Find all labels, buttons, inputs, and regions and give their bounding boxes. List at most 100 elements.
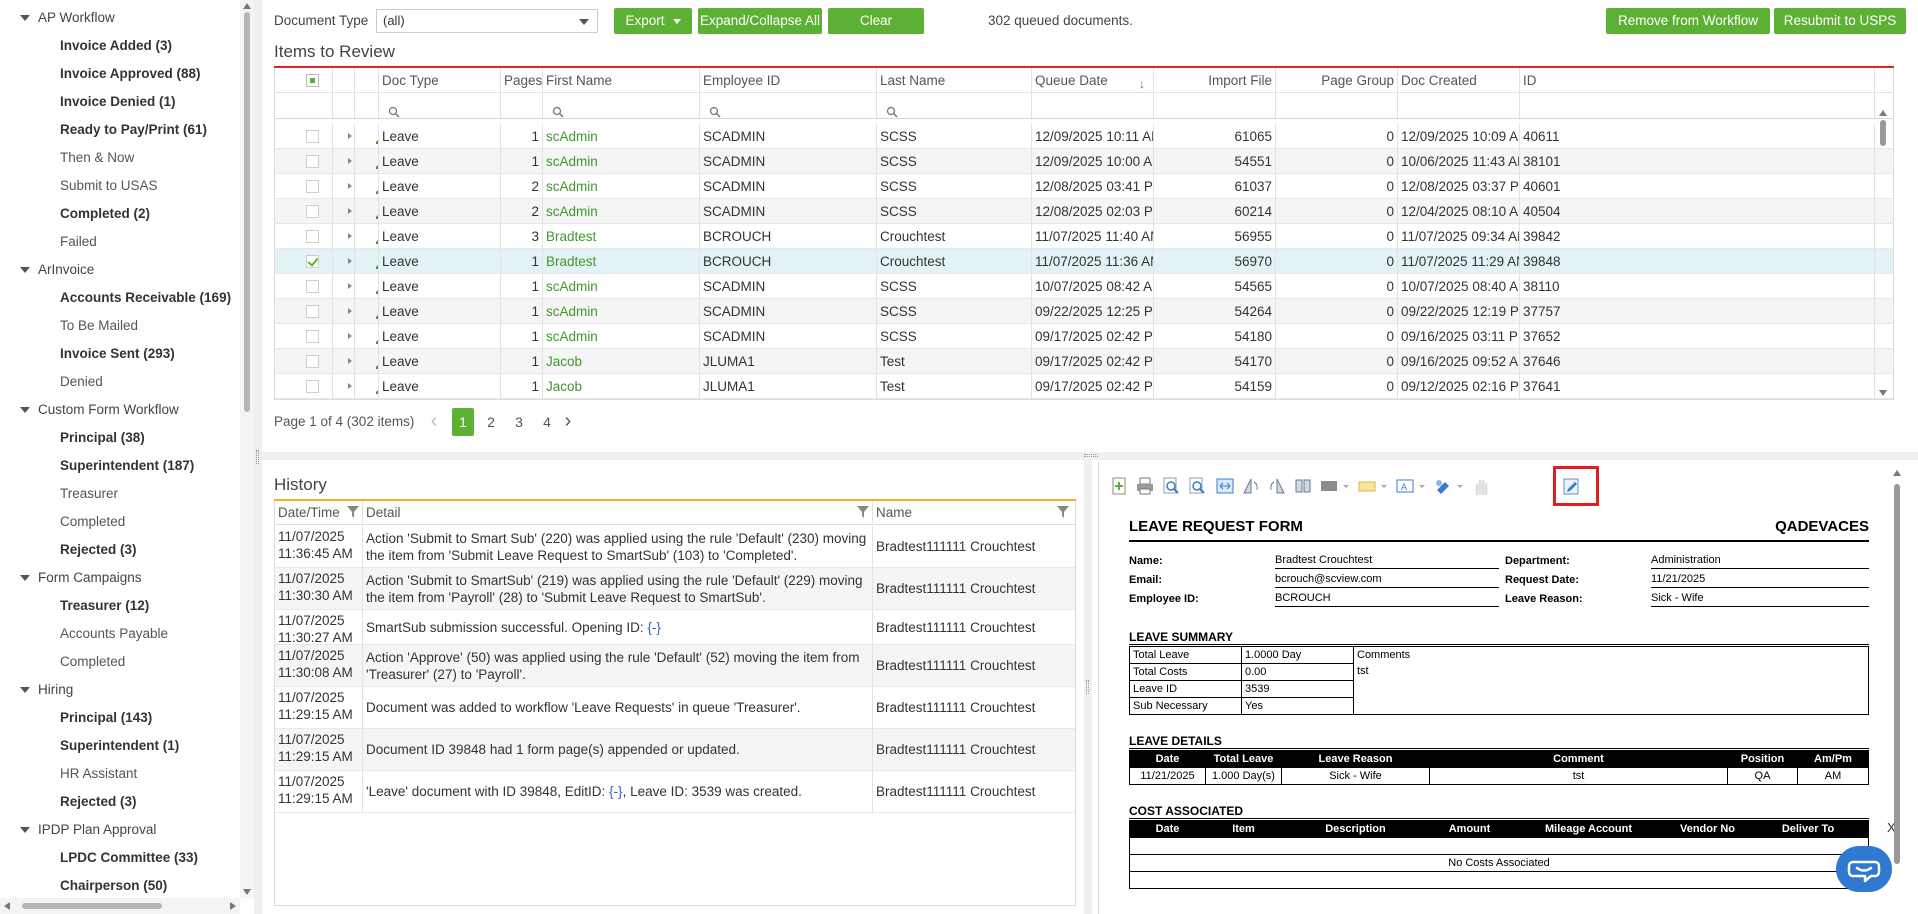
zoom-in-icon[interactable]: [1161, 476, 1181, 496]
row-control-cell[interactable]: [355, 224, 379, 249]
tree-queue-item[interactable]: To Be Mailed: [60, 318, 139, 333]
scroll-thumb[interactable]: [22, 903, 162, 909]
collapse-caret-icon[interactable]: [20, 407, 30, 413]
row-control-cell[interactable]: [333, 299, 355, 324]
document-type-select[interactable]: (all): [376, 9, 598, 33]
row-control-cell[interactable]: [275, 374, 333, 399]
row-control-cell[interactable]: [333, 374, 355, 399]
expand-row-icon[interactable]: [348, 308, 352, 314]
edit-form-icon[interactable]: [1561, 476, 1581, 496]
sidebar-vertical-scrollbar[interactable]: [240, 0, 254, 898]
select-all-checkbox[interactable]: [306, 74, 319, 87]
dropdown-caret-icon[interactable]: [1379, 476, 1389, 496]
column-header-pages[interactable]: Pages: [501, 68, 543, 94]
tree-queue-item[interactable]: Then & Now: [60, 150, 135, 165]
scroll-up-icon[interactable]: [1893, 470, 1901, 476]
history-detail-link[interactable]: {-}: [609, 784, 623, 799]
dropdown-caret-icon[interactable]: [1455, 476, 1465, 496]
column-header-first-name[interactable]: First Name: [543, 68, 700, 94]
column-header-employee-id[interactable]: Employee ID: [700, 68, 877, 94]
search-icon[interactable]: [886, 101, 898, 118]
column-header-doc-created[interactable]: Doc Created: [1398, 68, 1520, 94]
collapse-caret-icon[interactable]: [20, 267, 30, 273]
table-row[interactable]: Leave 1 scAdmin SCADMIN SCSS 09/17/2025 02:42…: [275, 324, 1893, 349]
fit-page-icon[interactable]: [1215, 476, 1235, 496]
row-control-cell[interactable]: [275, 274, 333, 299]
add-page-icon[interactable]: [1109, 476, 1129, 496]
edit-pencil-icon[interactable]: [374, 254, 378, 269]
expand-row-icon[interactable]: [348, 208, 352, 214]
row-control-cell[interactable]: [275, 299, 333, 324]
zoom-out-icon[interactable]: [1187, 476, 1207, 496]
row-checkbox[interactable]: [306, 255, 319, 268]
scroll-down-icon[interactable]: [243, 889, 251, 895]
grid-vertical-scrollbar[interactable]: [1875, 108, 1891, 398]
scroll-up-icon[interactable]: [243, 3, 251, 9]
tree-queue-item[interactable]: Principal (143): [60, 710, 153, 725]
scroll-thumb[interactable]: [1880, 120, 1886, 146]
row-control-cell[interactable]: [333, 274, 355, 299]
row-control-cell[interactable]: [333, 349, 355, 374]
filter-cell[interactable]: [877, 94, 1032, 120]
row-control-cell[interactable]: [333, 149, 355, 174]
export-button[interactable]: Export: [614, 8, 692, 34]
tree-queue-item[interactable]: Completed: [60, 514, 126, 529]
tree-queue-item[interactable]: Superintendent (1): [60, 738, 180, 753]
scroll-thumb[interactable]: [1894, 484, 1900, 864]
column-header-id[interactable]: ID: [1520, 68, 1875, 94]
expand-row-icon[interactable]: [348, 183, 352, 189]
text-annotation-icon[interactable]: A: [1395, 476, 1415, 496]
row-control-cell[interactable]: [355, 149, 379, 174]
row-control-cell[interactable]: [355, 199, 379, 224]
row-control-cell[interactable]: [355, 274, 379, 299]
dropdown-caret-icon[interactable]: [1341, 476, 1351, 496]
table-row[interactable]: Leave 2 scAdmin SCADMIN SCSS 12/08/2025 03:41…: [275, 174, 1893, 199]
row-checkbox[interactable]: [306, 380, 319, 393]
expand-row-icon[interactable]: [348, 358, 352, 364]
scroll-left-icon[interactable]: [4, 902, 10, 910]
tree-queue-item[interactable]: Invoice Sent (293): [60, 346, 175, 361]
row-control-cell[interactable]: [333, 249, 355, 274]
page-3-button[interactable]: 3: [515, 414, 523, 430]
row-checkbox[interactable]: [306, 205, 319, 218]
tree-group-header[interactable]: Hiring: [0, 678, 240, 706]
rotate-left-icon[interactable]: [1241, 476, 1261, 496]
row-checkbox[interactable]: [306, 130, 319, 143]
row-control-cell[interactable]: [275, 174, 333, 199]
column-header-doc-type[interactable]: Doc Type: [379, 68, 501, 94]
clear-button[interactable]: Clear: [828, 8, 924, 34]
scroll-up-icon[interactable]: [1879, 110, 1887, 116]
row-checkbox[interactable]: [306, 180, 319, 193]
history-detail-link[interactable]: {-}: [647, 619, 661, 635]
filter-cell[interactable]: [1520, 94, 1875, 120]
tree-group-header[interactable]: Custom Form Workflow: [0, 398, 240, 426]
scroll-thumb[interactable]: [244, 12, 250, 412]
filter-cell[interactable]: [1398, 94, 1520, 120]
pan-hand-icon[interactable]: [1471, 476, 1491, 496]
viewer-vertical-scrollbar[interactable]: [1889, 462, 1905, 914]
row-checkbox[interactable]: [306, 155, 319, 168]
tree-group-header[interactable]: Form Campaigns: [0, 566, 240, 594]
tree-queue-item[interactable]: Invoice Added (3): [60, 38, 173, 53]
column-header-queue-date[interactable]: Queue Date ↓: [1032, 68, 1154, 94]
filter-cell[interactable]: [543, 94, 700, 120]
expand-row-icon[interactable]: [348, 383, 352, 389]
collapse-caret-icon[interactable]: [20, 575, 30, 581]
table-row[interactable]: Leave 1 Jacob JLUMA1 Test 09/17/2025 02:42 PM…: [275, 349, 1893, 374]
expand-row-icon[interactable]: [348, 158, 352, 164]
row-checkbox[interactable]: [306, 330, 319, 343]
rotate-right-icon[interactable]: [1267, 476, 1287, 496]
edit-pencil-icon[interactable]: [374, 304, 378, 319]
column-header-import-file[interactable]: Import File: [1154, 68, 1276, 94]
row-checkbox[interactable]: [306, 280, 319, 293]
tree-queue-item[interactable]: Invoice Approved (88): [60, 66, 201, 81]
search-icon[interactable]: [388, 101, 400, 118]
expand-collapse-all-button[interactable]: Expand/Collapse All: [698, 8, 822, 34]
search-icon[interactable]: [709, 101, 721, 118]
edit-pencil-icon[interactable]: [374, 129, 378, 144]
collapse-caret-icon[interactable]: [20, 15, 30, 21]
scroll-down-icon[interactable]: [1879, 390, 1887, 396]
tree-queue-item[interactable]: Denied: [60, 374, 103, 389]
row-control-cell[interactable]: [275, 199, 333, 224]
remove-from-workflow-button[interactable]: Remove from Workflow: [1606, 8, 1770, 34]
